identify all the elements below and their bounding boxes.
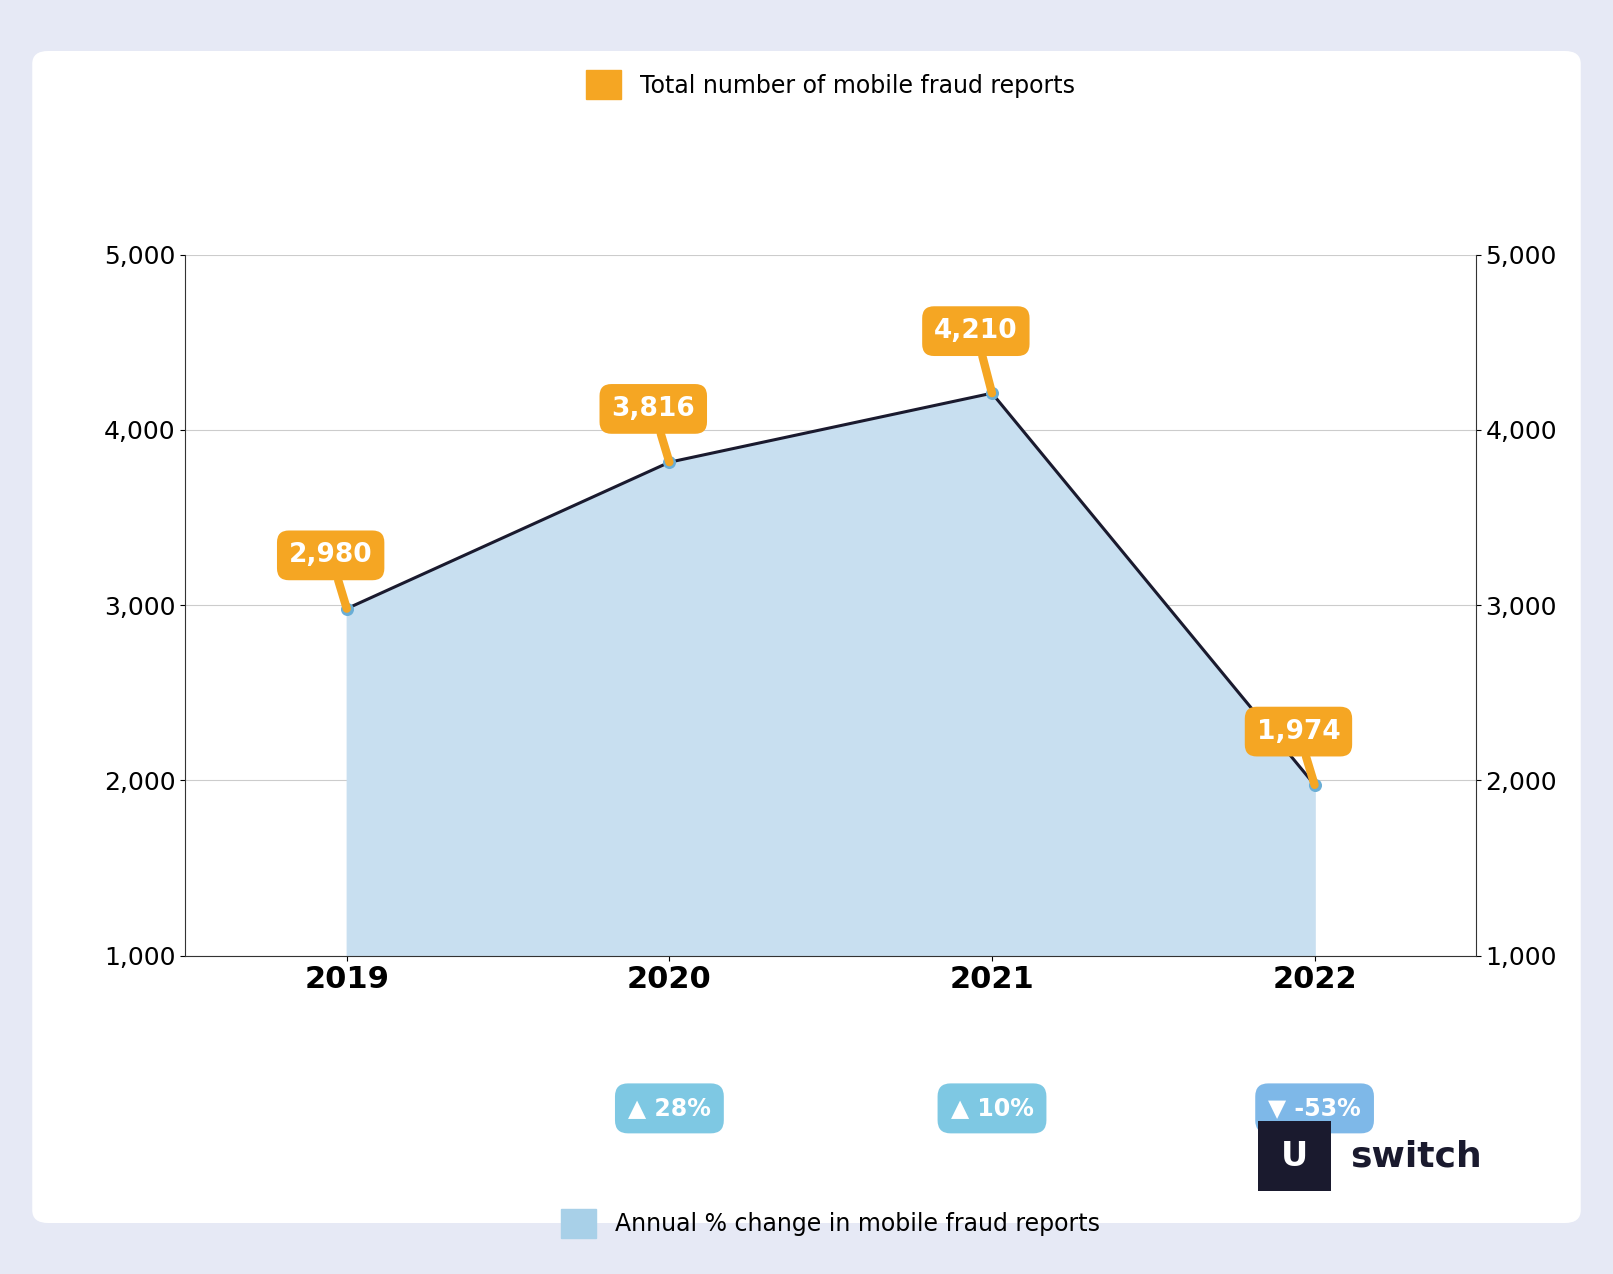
Text: 1,974: 1,974 — [1257, 719, 1340, 785]
Legend: Annual % change in mobile fraud reports: Annual % change in mobile fraud reports — [561, 1209, 1100, 1238]
Text: 3,816: 3,816 — [611, 396, 695, 462]
Text: 2,980: 2,980 — [289, 543, 373, 609]
Text: 4,210: 4,210 — [934, 318, 1018, 394]
Point — [979, 383, 1005, 404]
Point — [1302, 775, 1327, 795]
Text: U: U — [1281, 1140, 1308, 1172]
Point — [656, 452, 682, 473]
Point — [334, 599, 360, 619]
Text: ▲ 28%: ▲ 28% — [627, 1097, 711, 1120]
Text: ▲ 10%: ▲ 10% — [950, 1097, 1034, 1120]
Text: ▼ -53%: ▼ -53% — [1268, 1097, 1361, 1120]
Text: switch: switch — [1350, 1139, 1482, 1173]
